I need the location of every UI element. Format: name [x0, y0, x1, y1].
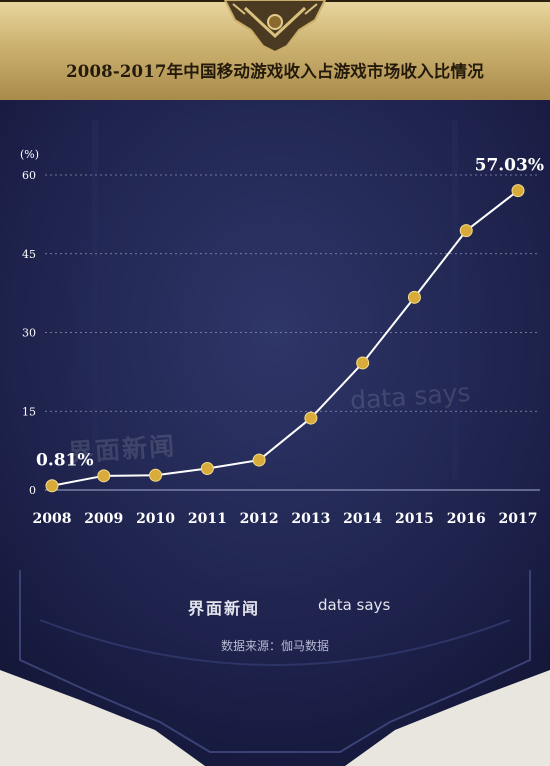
- y-tick-label-45: 45: [22, 248, 36, 261]
- y-tick-label-60: 60: [22, 169, 36, 182]
- x-tick-label-2008: 2008: [33, 511, 72, 527]
- x-tick-label-2013: 2013: [291, 511, 330, 527]
- data-label-2017: 57.03%: [475, 156, 544, 176]
- page-title: 2008-2017年中国移动游戏收入占游戏市场收入比情况: [66, 62, 484, 81]
- y-tick-label-30: 30: [22, 327, 36, 340]
- pennant-ornament: [19, 570, 531, 753]
- data-point-2010: [149, 468, 163, 482]
- x-tick-label-2010: 2010: [136, 511, 175, 527]
- data-point-2017: [511, 184, 525, 198]
- y-tick-label-0: 0: [29, 484, 36, 497]
- pennant-background: [0, 100, 550, 766]
- data-point-2008: [45, 479, 59, 493]
- y-axis-unit: (%): [20, 148, 39, 161]
- watermark-logo: 界面新闻: [67, 431, 178, 468]
- x-tick-label-2009: 2009: [84, 511, 123, 527]
- x-tick-label-2011: 2011: [188, 511, 227, 527]
- x-tick-label-2016: 2016: [447, 511, 486, 527]
- data-point-2009: [97, 469, 111, 483]
- data-point-2013: [304, 411, 318, 425]
- x-tick-label-2015: 2015: [395, 511, 434, 527]
- footer-brand: data says: [318, 596, 391, 614]
- footer-logo: 界面新闻: [188, 599, 261, 618]
- data-point-2011: [200, 461, 214, 475]
- data-point-2015: [407, 290, 421, 304]
- x-tick-label-2014: 2014: [343, 511, 382, 527]
- data-label-2008: 0.81%: [36, 451, 94, 471]
- crest-ornament-icon: [223, 0, 327, 52]
- pennant-ornament-inner: [39, 619, 511, 666]
- x-tick-label-2017: 2017: [499, 511, 538, 527]
- data-point-2012: [252, 453, 266, 467]
- data-source: 数据来源：伽马数据: [220, 639, 329, 653]
- header-banner: 2008-2017年中国移动游戏收入占游戏市场收入比情况: [0, 0, 550, 103]
- series-line-0: [51, 189, 519, 487]
- x-tick-label-2012: 2012: [240, 511, 279, 527]
- data-point-2016: [459, 224, 473, 238]
- y-tick-label-15: 15: [22, 405, 36, 418]
- chart-panel: (%) 0 15 30 45 60 2008 2009 2010 2011 2012 2013 2014…: [0, 100, 550, 766]
- data-point-2014: [356, 356, 370, 370]
- line-chart: (%) 0 15 30 45 60 2008 2009 2010 2011 2012 2013 2014…: [0, 100, 550, 766]
